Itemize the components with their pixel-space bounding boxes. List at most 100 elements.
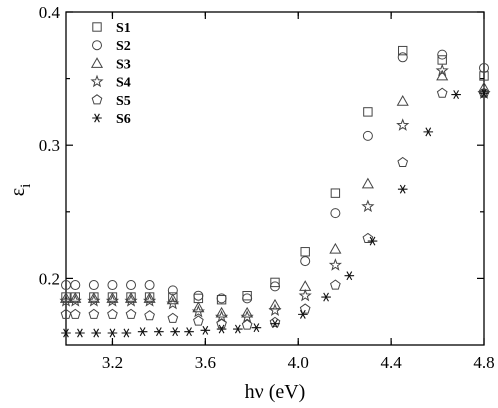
data-point — [477, 81, 491, 93]
data-point — [126, 280, 137, 291]
data-point — [60, 308, 72, 319]
data-point — [240, 310, 254, 323]
data-point — [216, 318, 227, 329]
data-point — [437, 55, 447, 65]
data-point — [398, 45, 408, 56]
data-point — [144, 280, 155, 291]
data-point — [166, 293, 179, 305]
data-point — [321, 292, 331, 302]
data-point — [137, 327, 148, 337]
data-point — [436, 87, 448, 98]
data-point — [61, 328, 71, 338]
y-tick-label: 0.2 — [39, 269, 60, 288]
data-point — [451, 90, 461, 100]
data-point — [479, 62, 489, 73]
legend-marker-s3 — [90, 57, 104, 68]
data-point — [300, 256, 311, 267]
data-point — [144, 310, 155, 321]
legend-label-s4: S4 — [116, 76, 131, 91]
y-tick-label: 0.4 — [39, 3, 61, 22]
data-point — [69, 308, 81, 319]
data-point — [107, 280, 118, 291]
y-axis-title: εi — [7, 184, 34, 197]
data-point — [242, 293, 253, 304]
data-point — [300, 247, 310, 257]
x-tick-labels: 3.2 3.6 4.0 4.4 4.8 — [102, 353, 495, 372]
data-point — [91, 328, 101, 338]
x-tick-label: 3.2 — [102, 353, 123, 372]
data-point — [59, 292, 73, 303]
data-point — [344, 271, 355, 281]
data-point — [361, 199, 375, 213]
data-point — [87, 292, 100, 303]
data-point — [479, 71, 489, 81]
data-point — [106, 292, 119, 303]
data-point — [367, 236, 378, 246]
data-point — [242, 291, 252, 301]
data-point — [269, 316, 281, 327]
y-tick-label: 0.3 — [39, 136, 60, 155]
data-point — [192, 301, 205, 313]
y-tick-labels: 0.2 0.3 0.4 — [39, 3, 61, 288]
legend-label-s5: S5 — [116, 94, 131, 109]
data-point — [215, 306, 228, 318]
data-markers — [59, 45, 491, 338]
data-point — [170, 327, 180, 337]
data-point — [87, 294, 101, 307]
data-point — [270, 319, 280, 329]
data-point — [329, 242, 342, 254]
data-point — [397, 156, 409, 168]
data-point — [124, 292, 138, 303]
data-point — [270, 277, 280, 288]
data-point — [479, 88, 489, 98]
x-axis-title: hν (eV) — [245, 381, 306, 403]
data-point — [200, 325, 211, 335]
data-point — [184, 327, 194, 337]
data-point — [362, 130, 373, 141]
data-point — [168, 292, 178, 302]
data-point — [396, 95, 409, 106]
x-tick-label: 4.4 — [380, 353, 402, 372]
data-point — [299, 303, 311, 314]
x-tick-label: 4.8 — [473, 353, 494, 372]
data-point — [298, 309, 308, 319]
data-point — [241, 319, 253, 330]
data-point — [362, 232, 374, 243]
data-point — [143, 292, 156, 303]
data-point — [75, 328, 85, 338]
data-point — [330, 208, 341, 219]
data-point — [330, 279, 341, 290]
legend-label-s3: S3 — [116, 57, 131, 72]
data-point — [251, 323, 262, 333]
series-s6 — [61, 88, 489, 338]
data-point — [68, 294, 82, 307]
legend-marker-s6 — [92, 113, 102, 123]
legend-label-s6: S6 — [116, 112, 131, 127]
data-point — [268, 298, 282, 310]
data-point — [241, 306, 254, 318]
data-point — [107, 328, 118, 338]
data-point — [69, 292, 82, 303]
legend-marker-s4 — [90, 74, 104, 88]
data-point — [143, 294, 157, 307]
plot-frame — [65, 11, 485, 346]
data-point — [216, 293, 227, 304]
tick-marks — [66, 11, 485, 345]
data-point — [436, 69, 449, 81]
data-point — [121, 328, 132, 338]
data-point — [193, 293, 204, 304]
legend-marker-s2 — [92, 40, 102, 51]
data-point — [363, 107, 373, 117]
data-point — [396, 118, 410, 131]
data-point — [214, 310, 229, 323]
data-point — [435, 63, 449, 77]
data-point — [270, 281, 280, 292]
data-point — [154, 327, 164, 337]
x-tick-label: 4.0 — [288, 353, 309, 372]
data-point — [233, 324, 243, 334]
data-point — [298, 288, 312, 302]
data-point — [193, 315, 204, 326]
legend-marker-s1 — [92, 22, 102, 32]
data-point — [70, 280, 81, 291]
